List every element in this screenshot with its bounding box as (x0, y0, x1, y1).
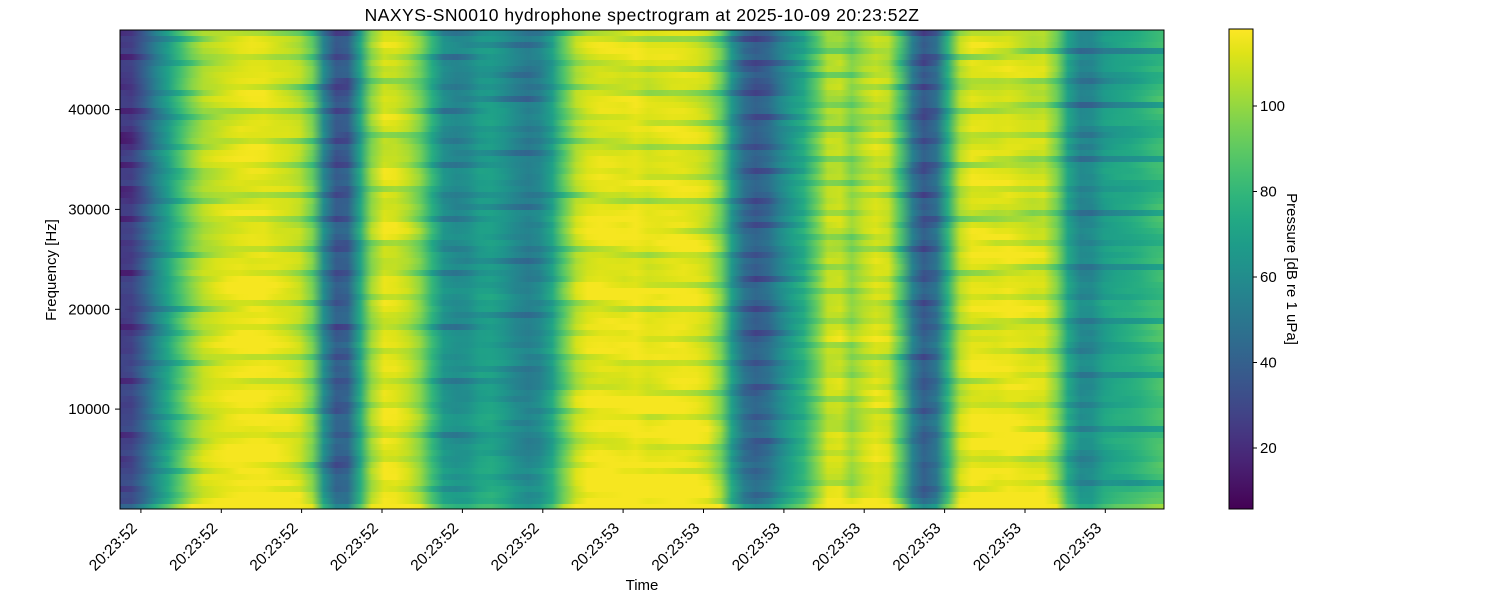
svg-text:60: 60 (1260, 269, 1277, 286)
svg-text:80: 80 (1260, 184, 1277, 201)
svg-text:Pressure [dB re 1 uPa]: Pressure [dB re 1 uPa] (1283, 193, 1300, 345)
svg-text:Time: Time (626, 577, 659, 594)
svg-text:20000: 20000 (68, 301, 110, 318)
svg-text:10000: 10000 (68, 401, 110, 418)
svg-text:NAXYS-SN0010 hydrophone spectr: NAXYS-SN0010 hydrophone spectrogram at 2… (365, 5, 920, 25)
svg-text:Frequency [Hz]: Frequency [Hz] (43, 219, 60, 321)
svg-text:40000: 40000 (68, 102, 110, 119)
svg-text:20: 20 (1260, 440, 1277, 457)
svg-text:40: 40 (1260, 355, 1277, 372)
svg-text:100: 100 (1260, 98, 1285, 115)
svg-text:30000: 30000 (68, 201, 110, 218)
